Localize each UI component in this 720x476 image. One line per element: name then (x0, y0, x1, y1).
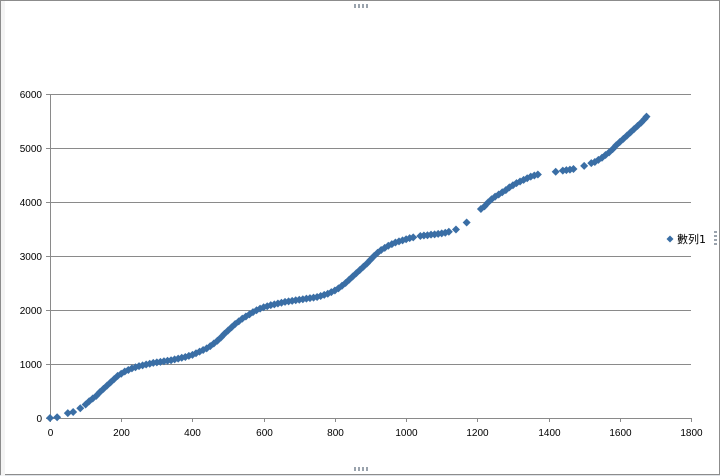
x-tick-label: 0 (48, 428, 54, 439)
data-point[interactable] (642, 112, 651, 121)
y-tick-label: 6000 (20, 90, 43, 101)
series-points[interactable] (46, 112, 651, 422)
data-point[interactable] (505, 183, 514, 192)
y-tick-label: 5000 (20, 144, 43, 155)
bottom-resize-handle[interactable] (354, 467, 368, 471)
right-resize-handle[interactable] (714, 231, 717, 245)
x-tick-label: 1600 (609, 428, 632, 439)
data-point[interactable] (580, 161, 589, 170)
x-tick-label: 600 (256, 428, 273, 439)
y-axis-tick-labels: 0 1000 2000 3000 4000 5000 6000 (20, 90, 43, 425)
data-point[interactable] (53, 413, 62, 422)
data-point[interactable] (69, 408, 78, 417)
data-point[interactable] (533, 170, 542, 179)
data-point[interactable] (409, 233, 418, 242)
x-axis-tick-labels: 0 200 400 600 800 1000 1200 1400 1600 1800 (48, 428, 703, 439)
x-tick-label: 1400 (538, 428, 561, 439)
legend[interactable]: 數列1 (666, 232, 707, 246)
y-tick-label: 0 (36, 414, 42, 425)
x-tick-label: 1200 (466, 428, 489, 439)
data-point[interactable] (551, 167, 560, 176)
data-point[interactable] (46, 414, 54, 422)
top-resize-handle[interactable] (354, 4, 368, 8)
x-tick-label: 1000 (395, 428, 418, 439)
x-tick-label: 200 (113, 428, 130, 439)
data-point[interactable] (630, 125, 639, 134)
data-point[interactable] (451, 225, 460, 234)
data-point[interactable] (444, 227, 453, 236)
legend-marker-diamond-icon (666, 235, 674, 243)
data-point[interactable] (63, 409, 72, 418)
y-tick-label: 4000 (20, 198, 43, 209)
data-point[interactable] (76, 404, 85, 413)
x-tick-label: 800 (327, 428, 344, 439)
y-tick-label: 1000 (20, 360, 43, 371)
y-tick-label: 2000 (20, 306, 43, 317)
x-tick-label: 1800 (680, 428, 703, 439)
left-edge-strip (1, 1, 5, 476)
data-point[interactable] (569, 165, 578, 174)
x-tick-label: 400 (184, 428, 201, 439)
legend-entry-series-1: 數列1 (677, 232, 706, 246)
data-point[interactable] (124, 365, 133, 374)
y-tick-label: 3000 (20, 252, 43, 263)
data-point[interactable] (462, 218, 471, 227)
